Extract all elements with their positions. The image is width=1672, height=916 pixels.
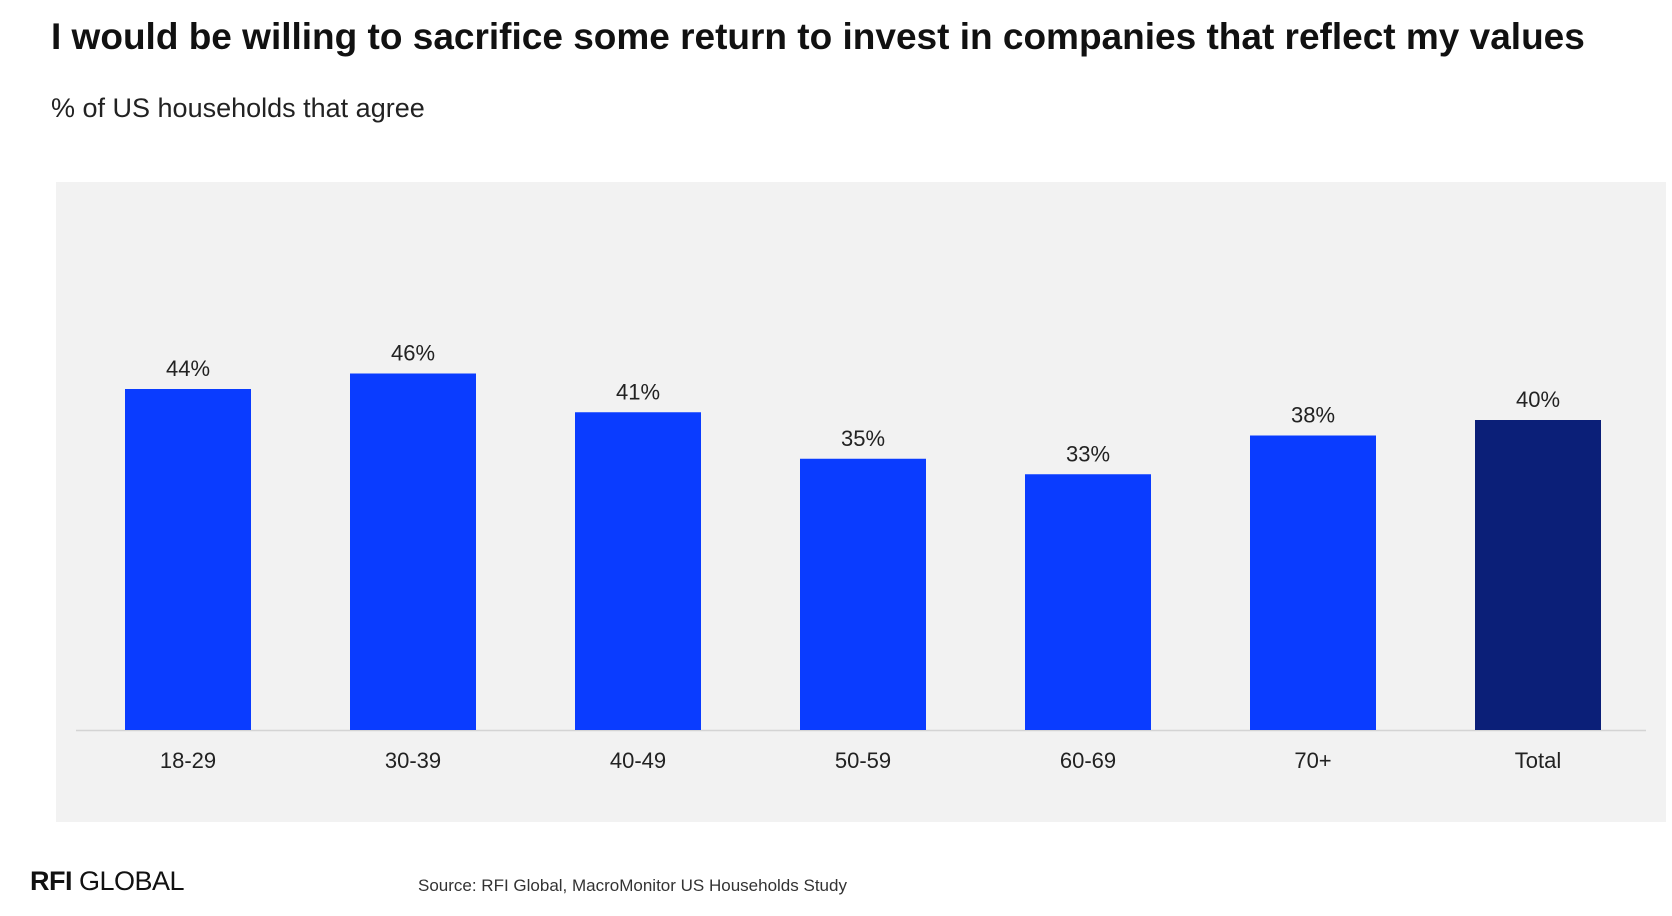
data-label: 38%: [1291, 403, 1335, 428]
bar-18-29: [125, 389, 251, 730]
x-tick-label: 60-69: [1060, 748, 1116, 773]
bar-30-39: [350, 373, 476, 730]
logo-strong-text: RFI: [30, 866, 73, 896]
data-label: 46%: [391, 341, 435, 366]
data-label: 44%: [166, 356, 210, 381]
bar-70-: [1250, 435, 1376, 730]
bar-chart: 44% 18-29 46% 30-39 41% 40-49 35% 50-59 33% 60-69…: [76, 341, 1646, 773]
x-tick-label: 40-49: [610, 748, 666, 773]
x-tick-label: 70+: [1294, 748, 1331, 773]
x-tick-label: 50-59: [835, 748, 891, 773]
data-label: 35%: [841, 426, 885, 451]
x-tick-label: 30-39: [385, 748, 441, 773]
data-label: 33%: [1066, 441, 1110, 466]
data-label: 40%: [1516, 387, 1560, 412]
source-note: Source: RFI Global, MacroMonitor US Hous…: [418, 876, 847, 895]
logo-light-text: GLOBAL: [72, 866, 185, 896]
data-label: 41%: [616, 379, 660, 404]
chart-subtitle: % of US households that agree: [51, 93, 425, 123]
chart-panel: 44% 18-29 46% 30-39 41% 40-49 35% 50-59 33% 60-69…: [56, 182, 1666, 822]
chart-title: I would be willing to sacrifice some ret…: [51, 16, 1585, 57]
rfi-global-logo: RFI GLOBAL: [30, 866, 185, 897]
bar-50-59: [800, 458, 926, 730]
bar-40-49: [575, 412, 701, 730]
bar-60-69: [1025, 474, 1151, 730]
bar-total: [1475, 420, 1601, 730]
x-tick-label: 18-29: [160, 748, 216, 773]
x-tick-label: Total: [1515, 748, 1561, 773]
